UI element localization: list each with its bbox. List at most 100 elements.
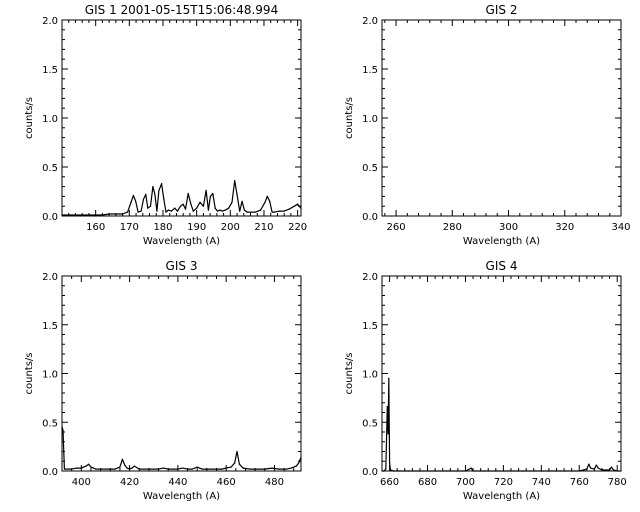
- spectrum-data-point: [161, 183, 163, 185]
- spectrum-data-point: [228, 207, 230, 209]
- y-tick-label: 2.0: [362, 16, 378, 27]
- spectrum-data-point: [206, 468, 208, 470]
- spectrum-data-point: [271, 467, 273, 469]
- spectrum-data-point: [278, 210, 280, 212]
- x-tick-label: 190: [187, 222, 206, 233]
- spectrum-data-point: [67, 468, 69, 470]
- spectrum-data-point: [239, 210, 241, 212]
- spectrum-data-point: [127, 211, 129, 213]
- spectrum-data-point: [88, 214, 90, 216]
- spectrum-data-point: [184, 208, 187, 210]
- spectrum-data-point: [389, 469, 392, 471]
- spectrum-data-point: [521, 470, 523, 472]
- spectrum-data-point: [215, 468, 218, 470]
- spectrum-data-point: [172, 468, 174, 470]
- chart-title: GIS 2: [486, 3, 518, 17]
- spectrum-data-point: [133, 465, 136, 467]
- spectrum-data-point: [108, 213, 110, 215]
- spectrum-data-point: [158, 189, 160, 192]
- plot-frame: [381, 19, 622, 217]
- plot-frame: [61, 275, 302, 472]
- spectrum-data-point: [264, 468, 266, 470]
- spectrum-data-point: [80, 467, 82, 469]
- x-tick-label: 780: [608, 477, 627, 488]
- panel-3: GIS 3 Wavelength (A) counts/s 400 420 440 460 4…: [24, 259, 302, 502]
- spectrum-data-point: [162, 467, 164, 469]
- spectrum-data-point: [143, 468, 145, 470]
- spectrum-data-point: [483, 470, 486, 472]
- x-tick-label: 260: [387, 222, 406, 233]
- spectrum-data-point: [472, 470, 474, 472]
- spectrum-data-point: [254, 211, 257, 213]
- x-tick-label: 700: [456, 477, 475, 488]
- spectrum-data-point: [121, 458, 123, 460]
- spectrum-data-point: [601, 469, 603, 471]
- spectrum-data-point: [192, 210, 194, 212]
- spectrum-data-point: [225, 467, 227, 469]
- spectrum-data-point: [109, 468, 111, 470]
- spectrum-data-point: [295, 465, 297, 467]
- spectrum-data-point: [609, 469, 611, 471]
- spectrum-data-point: [588, 463, 590, 465]
- spectrum-data-point: [238, 463, 241, 465]
- spectrum-data-point: [128, 468, 131, 470]
- spectrum-data-point: [595, 464, 597, 466]
- spectrum-data-point: [386, 406, 388, 408]
- spectrum-data-point: [387, 433, 389, 435]
- panel-4: GIS 4 Wavelength (A) counts/s 660 680 700 720 7…: [344, 259, 627, 502]
- spectrum-data-point: [147, 207, 149, 209]
- spectrum-data-point: [114, 468, 116, 470]
- spectrum-data-point: [156, 210, 158, 212]
- spectrum-data-point: [264, 201, 266, 203]
- x-tick-label: 200: [221, 222, 240, 233]
- y-tick-label: 2.0: [362, 272, 378, 283]
- spectrum-data-point: [392, 470, 394, 472]
- spectrum-data-point: [199, 201, 201, 203]
- x-tick-label: 680: [418, 477, 437, 488]
- spectrum-data-point: [266, 195, 268, 197]
- spectrum-data-point: [154, 193, 156, 196]
- x-axis-label: Wavelength (A): [463, 491, 540, 502]
- spectrum-data-point: [95, 468, 97, 470]
- spectrum-data-point: [100, 468, 102, 470]
- plot-frame: [381, 275, 622, 472]
- spectrum-series-line: [62, 180, 302, 216]
- spectrum-data-point: [115, 213, 117, 215]
- x-tick-label: 300: [499, 222, 518, 233]
- y-tick-label: 0.5: [42, 418, 58, 429]
- spectrum-data-point: [300, 456, 302, 458]
- spectrum-data-point: [283, 210, 285, 212]
- spectrum-data-point: [586, 468, 588, 470]
- spectrum-data-point: [243, 209, 246, 211]
- spectrum-data-point: [85, 465, 87, 467]
- spectrum-data-point: [616, 470, 618, 472]
- spectrum-data-point: [224, 209, 226, 211]
- spectrum-data-point: [205, 189, 207, 192]
- spectrum-data-point: [95, 214, 97, 216]
- y-tick-label: 1.0: [42, 114, 58, 125]
- spectrum-data-point: [502, 470, 504, 472]
- spectrum-data-point: [104, 468, 107, 470]
- spectrum-data-point: [300, 207, 302, 209]
- spectrum-data-point: [209, 195, 212, 197]
- spectrum-data-point: [293, 205, 295, 207]
- spectrum-data-point: [140, 210, 142, 212]
- spectrum-data-point: [620, 470, 622, 472]
- spectrum-data-point: [149, 205, 152, 207]
- y-tick-label: 0.5: [362, 163, 378, 174]
- spectrum-data-point: [290, 467, 292, 469]
- spectrum-data-point: [131, 467, 133, 469]
- panel-2: GIS 2 Wavelength (A) counts/s 260 280 300 320 3…: [344, 3, 631, 247]
- spectrum-data-point: [590, 467, 592, 469]
- spectrum-data-point: [176, 210, 179, 212]
- chart-title: GIS 4: [486, 259, 518, 273]
- y-tick-label: 0.5: [42, 163, 58, 174]
- spectrum-data-point: [464, 470, 467, 472]
- chart-title: GIS 3: [166, 259, 198, 273]
- y-tick-label: 0.0: [362, 467, 378, 478]
- x-tick-label: 440: [168, 477, 187, 488]
- spectrum-data-point: [61, 426, 63, 428]
- spectrum-data-point: [388, 377, 390, 379]
- spectrum-data-point: [593, 468, 596, 470]
- spectrum-data-point: [236, 193, 238, 196]
